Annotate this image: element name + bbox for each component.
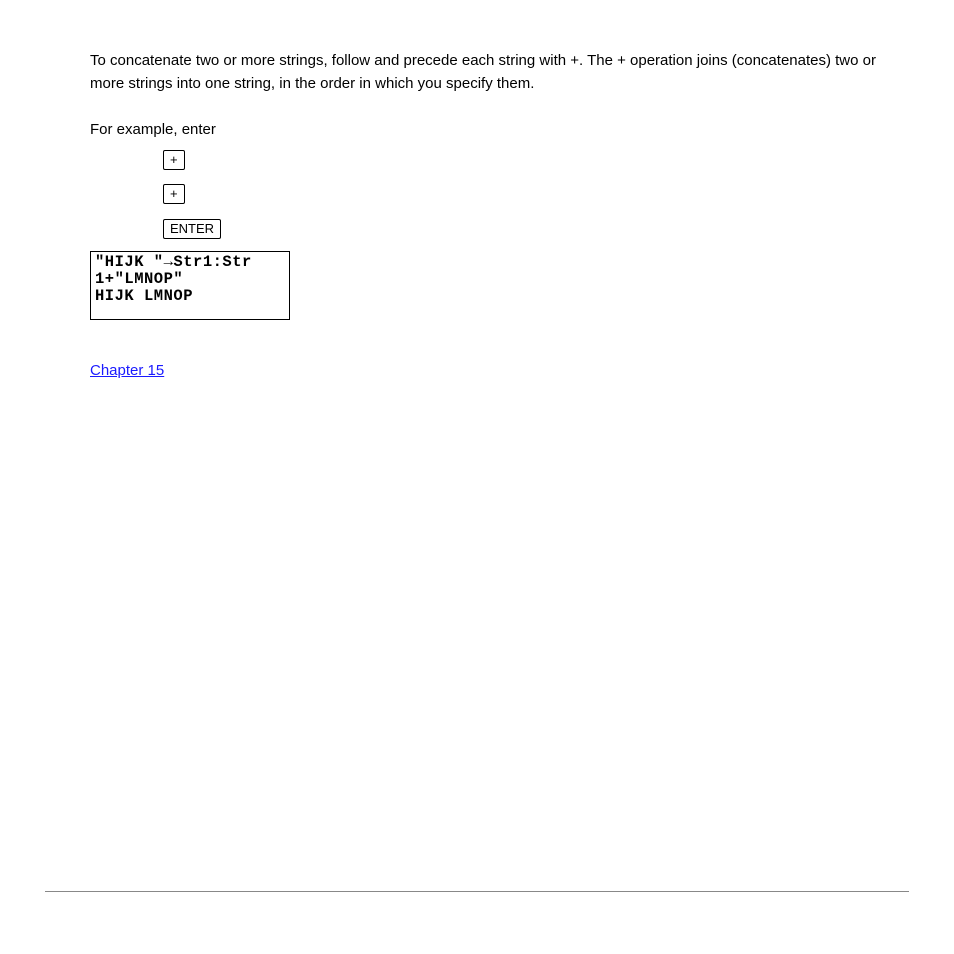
example-line-1: + (162, 150, 894, 173)
intro-paragraph: To concatenate two or more strings, foll… (90, 50, 880, 95)
chapter-link[interactable]: Chapter 15 (90, 362, 164, 379)
plus-key-icon: + (163, 150, 185, 170)
example-intro: For example, enter (90, 119, 880, 142)
calculator-screen: "HIJK "→Str1:Str 1+"LMNOP" HIJK LMNOP (90, 251, 290, 320)
footer-rule (45, 891, 909, 892)
plus-key-icon: + (163, 184, 185, 204)
page: To concatenate two or more strings, foll… (0, 0, 954, 954)
note-catalog: Chapter 15 (90, 360, 880, 383)
calc-line: "HIJK "→Str1:Str (95, 253, 252, 271)
calc-line: 1+"LMNOP" (95, 270, 183, 288)
enter-key-row: ENTER (162, 219, 894, 242)
calc-line: HIJK LMNOP (95, 287, 193, 305)
example-intro-text: For example, enter (90, 121, 216, 138)
example-line-2: + (162, 184, 894, 207)
enter-key-icon: ENTER (163, 219, 221, 239)
